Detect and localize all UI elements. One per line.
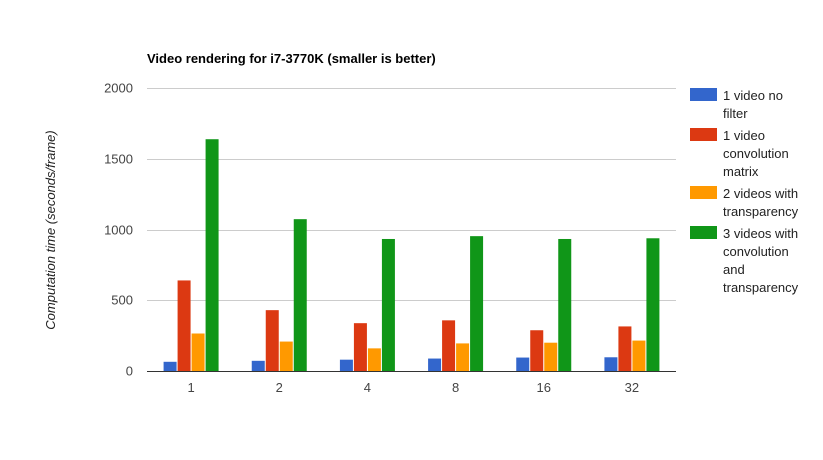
legend-label: and [723,262,745,277]
x-tick-label: 2 [276,380,283,395]
legend-label: 1 video [723,128,765,143]
legend-item[interactable]: 1 video convolution matrix [690,128,789,179]
bar[interactable] [279,341,293,371]
legend-label: transparency [723,280,799,295]
legend-swatch [690,186,717,199]
bar[interactable] [618,326,632,371]
x-tick-label: 4 [364,380,371,395]
x-tick-label: 32 [625,380,639,395]
bar[interactable] [530,330,544,371]
x-axis-ticks: 1 2 4 8 16 32 [187,380,639,395]
bar[interactable] [470,236,484,371]
gridlines [147,88,676,301]
bar[interactable] [367,348,381,371]
legend-item[interactable]: 2 videos with transparency [690,186,799,219]
legend-label: convolution [723,146,789,161]
bar[interactable] [544,342,558,371]
legend-label: transparency [723,204,799,219]
chart-title: Video rendering for i7-3770K (smaller is… [147,51,436,66]
bar[interactable] [516,357,530,371]
legend-label: 3 videos with [723,226,798,241]
bar[interactable] [604,357,618,371]
legend-label: 2 videos with [723,186,798,201]
y-tick-label: 0 [126,364,133,379]
y-axis-ticks: 0 500 1000 1500 2000 [104,81,133,379]
legend-label: filter [723,106,748,121]
bar[interactable] [251,360,265,371]
bar[interactable] [191,333,205,371]
bar[interactable] [177,280,191,371]
bar[interactable] [293,219,307,371]
bar[interactable] [456,343,470,371]
legend-label: 1 video no [723,88,783,103]
legend-swatch [690,226,717,239]
legend-swatch [690,128,717,141]
bar[interactable] [558,238,572,371]
bar[interactable] [339,359,353,371]
legend-label: convolution [723,244,789,259]
y-tick-label: 1000 [104,223,133,238]
legend-item[interactable]: 1 video no filter [690,88,783,121]
bar[interactable] [442,320,456,371]
bar[interactable] [646,238,660,371]
bar[interactable] [428,358,442,371]
bar[interactable] [353,323,367,371]
legend-label: matrix [723,164,759,179]
bar[interactable] [381,238,395,371]
legend[interactable]: 1 video no filter 1 video convolution matrix… [690,88,799,295]
x-tick-label: 8 [452,380,459,395]
x-tick-label: 1 [187,380,194,395]
y-tick-label: 500 [111,293,133,308]
y-tick-label: 1500 [104,152,133,167]
y-tick-label: 2000 [104,81,133,96]
legend-swatch [690,88,717,101]
x-tick-label: 16 [537,380,551,395]
bars [163,139,660,371]
legend-item[interactable]: 3 videos with convolution and transparency [690,226,799,295]
y-axis-label: Computation time (seconds/frame) [43,130,58,329]
bar[interactable] [632,340,646,371]
bar[interactable] [265,310,279,371]
bar[interactable] [163,361,177,371]
bar[interactable] [205,139,219,371]
